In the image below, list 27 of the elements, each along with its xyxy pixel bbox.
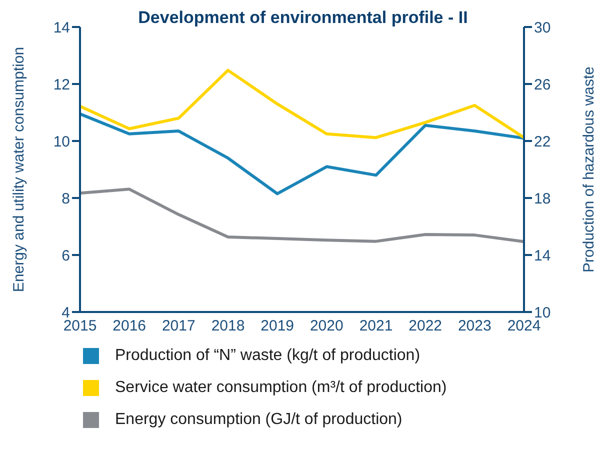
x-tick-label: 2018 (211, 318, 245, 335)
y2-tick-label: 18 (534, 190, 551, 208)
y-tick-label: 14 (53, 19, 70, 36)
chart-title: Development of environmental profile - II (138, 8, 468, 27)
x-tick-label: 2020 (310, 318, 344, 335)
line-series (78, 68, 526, 140)
x-tick-label: 2017 (162, 318, 196, 335)
y2-tick-label: 14 (534, 247, 551, 264)
legend-label: Production of “N” waste (kg/t of production) (115, 347, 420, 365)
x-tick-label: 2021 (359, 318, 393, 335)
y2-tick-label: 30 (534, 19, 551, 36)
y-tick-label: 10 (53, 133, 70, 150)
line-series (78, 188, 526, 244)
x-tick-label: 2016 (112, 318, 146, 335)
y-axis-title: Energy and utility water consumption (10, 46, 28, 292)
line-series (78, 112, 526, 196)
y2-tick-label: 22 (534, 133, 551, 150)
x-tick-label: 2022 (408, 318, 442, 335)
x-tick-label: 2023 (458, 318, 492, 335)
x-tick-label: 2019 (260, 318, 294, 335)
legend-label: Energy consumption (GJ/t of production) (115, 411, 402, 429)
y-tick-label: 6 (62, 247, 70, 264)
legend-label: Service water consumption (m³/t of production) (115, 379, 447, 397)
y2-tick-label: 26 (534, 76, 551, 94)
y2-axis-title: Production of hazardous waste (580, 66, 598, 272)
y-tick-label: 12 (53, 76, 70, 94)
y-tick-label: 8 (62, 190, 70, 208)
